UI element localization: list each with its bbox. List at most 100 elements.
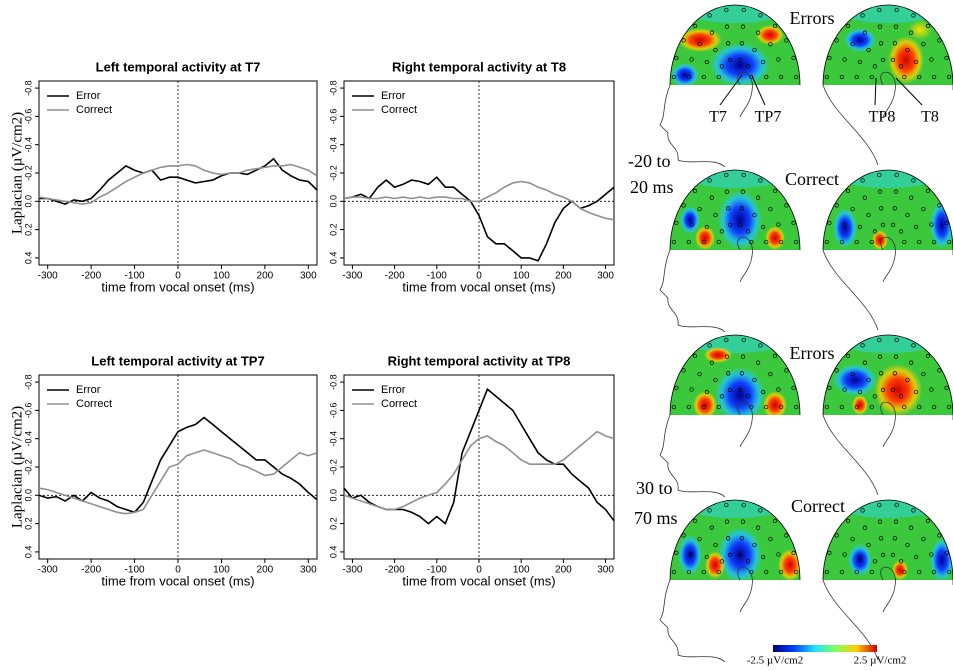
electrode bbox=[755, 195, 761, 200]
electrode-label: TP7 bbox=[755, 109, 782, 126]
electrode bbox=[681, 368, 686, 373]
electrode bbox=[671, 404, 677, 410]
electrode bbox=[713, 377, 718, 383]
legend-label: Correct bbox=[76, 104, 112, 116]
ear bbox=[737, 71, 753, 118]
x-axis-label: time from vocal onset (ms) bbox=[402, 279, 555, 294]
x-tick-label: 100 bbox=[513, 271, 530, 282]
electrode bbox=[902, 74, 907, 80]
electrode bbox=[893, 354, 899, 359]
electrode bbox=[894, 172, 899, 178]
electrode bbox=[898, 229, 904, 234]
electrode-pointers bbox=[719, 74, 923, 106]
scalp-blob bbox=[874, 364, 922, 415]
electrode bbox=[925, 23, 931, 29]
electrode bbox=[869, 239, 874, 245]
chart-title: Right temporal activity at TP8 bbox=[388, 353, 571, 368]
electrode bbox=[946, 569, 952, 575]
x-tick-label: -200 bbox=[81, 271, 101, 282]
electrode bbox=[911, 343, 916, 348]
electrode bbox=[880, 222, 886, 228]
electrode bbox=[727, 57, 733, 63]
electrode bbox=[925, 188, 931, 194]
electrode bbox=[724, 354, 730, 359]
electrode bbox=[946, 404, 952, 410]
electrode bbox=[842, 387, 847, 392]
electrode bbox=[890, 57, 896, 63]
electrode bbox=[755, 30, 761, 35]
ear bbox=[737, 566, 753, 613]
electrode bbox=[724, 24, 730, 29]
electrode bbox=[880, 57, 886, 63]
electrode bbox=[768, 41, 773, 47]
electrode bbox=[745, 394, 751, 399]
scalp-map bbox=[823, 335, 953, 415]
series-line bbox=[38, 163, 318, 205]
x-tick-label: 100 bbox=[513, 565, 530, 576]
legend-label: Correct bbox=[381, 104, 417, 116]
electrode bbox=[921, 371, 926, 377]
electrode bbox=[776, 222, 781, 227]
electrode bbox=[716, 404, 721, 410]
electrode bbox=[740, 519, 746, 524]
electrode bbox=[878, 371, 884, 376]
electrode bbox=[905, 47, 910, 53]
electrode bbox=[872, 64, 878, 69]
x-axis-label: time from vocal onset (ms) bbox=[402, 573, 555, 588]
head-outline bbox=[659, 414, 726, 498]
x-tick-label: 200 bbox=[257, 271, 274, 282]
legend-label: Correct bbox=[76, 398, 112, 410]
electrode bbox=[845, 188, 851, 194]
head-outline bbox=[659, 249, 726, 333]
electrode bbox=[725, 371, 731, 376]
colorbar-max: 2.5 µV/cm2 bbox=[854, 655, 907, 667]
electrode bbox=[890, 222, 896, 228]
electrode bbox=[872, 394, 878, 399]
x-tick-label: 0 bbox=[476, 271, 482, 282]
electrode bbox=[778, 569, 784, 575]
y-tick-label: 0.0 bbox=[328, 489, 338, 502]
electrode bbox=[778, 404, 784, 410]
scalp-blob bbox=[892, 560, 908, 580]
x-tick-label: 200 bbox=[555, 565, 572, 576]
electrode bbox=[778, 74, 784, 80]
electrode bbox=[902, 569, 907, 575]
electrode bbox=[760, 554, 766, 560]
electrode bbox=[686, 74, 692, 80]
electrode bbox=[776, 552, 781, 557]
electrode bbox=[701, 239, 706, 245]
electrode bbox=[701, 569, 706, 575]
scalp-blob bbox=[844, 28, 876, 52]
electrode bbox=[860, 13, 865, 18]
electrode bbox=[686, 239, 692, 245]
electrode bbox=[937, 38, 942, 43]
electrode bbox=[674, 385, 679, 391]
series-line bbox=[343, 430, 615, 511]
electrode bbox=[697, 371, 702, 377]
electrode bbox=[839, 569, 845, 575]
legend-label: Error bbox=[76, 384, 101, 396]
electrode bbox=[725, 536, 731, 541]
electrode bbox=[709, 360, 715, 365]
series-line bbox=[39, 157, 318, 205]
electrode bbox=[749, 569, 754, 575]
electrode bbox=[737, 57, 743, 63]
electrode bbox=[737, 222, 743, 228]
electrode bbox=[709, 195, 715, 200]
electrode bbox=[898, 559, 904, 564]
electrode bbox=[921, 206, 926, 212]
electrode bbox=[893, 24, 899, 29]
y-tick-label: -0.8 bbox=[23, 80, 33, 96]
electrode bbox=[701, 404, 706, 410]
electrode bbox=[745, 559, 751, 564]
electrode bbox=[689, 387, 694, 392]
electrode bbox=[827, 550, 832, 556]
electrode bbox=[764, 404, 769, 410]
line-chart: Right temporal activity at TP8 -300 -200 -1… bbox=[328, 353, 615, 588]
electrode bbox=[716, 74, 721, 80]
x-tick-label: -200 bbox=[81, 565, 101, 576]
electrode bbox=[791, 220, 796, 226]
electrode bbox=[745, 229, 751, 234]
y-tick-label: -0.2 bbox=[23, 165, 33, 181]
